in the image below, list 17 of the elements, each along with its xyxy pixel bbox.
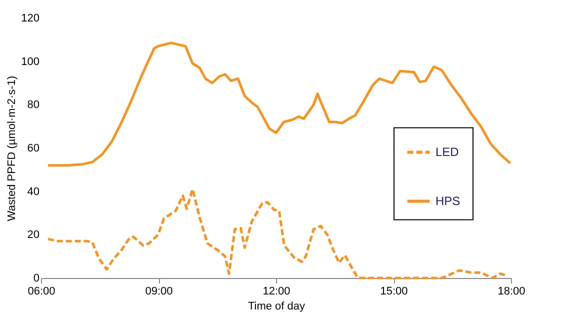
y-tick-label: 60 bbox=[27, 142, 40, 154]
x-tick-label: 18:00 bbox=[498, 286, 526, 298]
y-axis-title: Wasted PPFD (µmol·m-2·s-1) bbox=[6, 76, 18, 222]
y-tick-label: 120 bbox=[21, 12, 40, 24]
y-tick-label: 80 bbox=[27, 99, 40, 112]
x-tick-label: 12:00 bbox=[262, 286, 290, 298]
x-axis-title: Time of day bbox=[248, 300, 306, 312]
x-tick-label: 15:00 bbox=[380, 286, 408, 298]
legend-label: LED bbox=[436, 145, 460, 160]
line-series bbox=[46, 42, 512, 167]
x-tick-label: 09:00 bbox=[145, 286, 173, 298]
x-tick-label: 06:00 bbox=[28, 286, 56, 298]
y-tick-label: 0 bbox=[33, 272, 40, 284]
y-tick-label: 40 bbox=[27, 186, 40, 198]
y-tick-label: 20 bbox=[27, 229, 40, 242]
y-tick-label: 100 bbox=[21, 56, 40, 68]
legend-label: HPS bbox=[436, 194, 460, 208]
